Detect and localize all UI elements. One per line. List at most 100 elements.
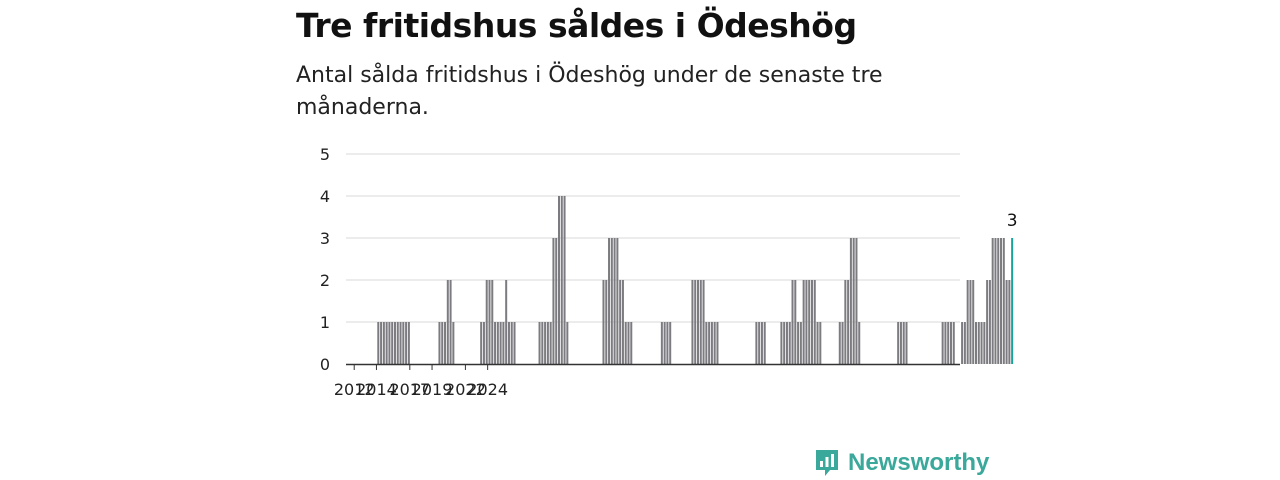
bar — [991, 238, 994, 364]
bar — [377, 322, 380, 364]
bar — [694, 280, 697, 364]
y-tick-label: 1 — [320, 313, 330, 332]
bar — [485, 280, 488, 364]
bar — [713, 322, 716, 364]
bar — [899, 322, 902, 364]
bar — [610, 238, 613, 364]
bar — [760, 322, 763, 364]
bar — [997, 238, 1000, 364]
bar — [605, 280, 608, 364]
bar — [630, 322, 633, 364]
bar — [491, 280, 494, 364]
bar — [813, 280, 816, 364]
bar — [858, 322, 861, 364]
x-tick-label: 2017 — [389, 380, 430, 399]
bar — [482, 322, 485, 364]
bar — [963, 322, 966, 364]
bar — [708, 322, 711, 364]
bar — [902, 322, 905, 364]
bar — [449, 280, 452, 364]
y-tick-label: 3 — [320, 229, 330, 248]
bar — [847, 280, 850, 364]
y-axis-ticks: 0 1 2 3 4 5 — [320, 145, 330, 374]
bar — [666, 322, 669, 364]
bar — [380, 322, 383, 364]
bar — [841, 322, 844, 364]
bar — [494, 322, 497, 364]
bar — [541, 322, 544, 364]
x-tick-label: 2014 — [356, 380, 397, 399]
bar — [791, 280, 794, 364]
bar — [555, 238, 558, 364]
bars — [377, 196, 1014, 364]
bar — [1002, 238, 1005, 364]
bar — [1000, 238, 1003, 364]
bar — [819, 322, 822, 364]
bar — [975, 322, 977, 364]
bar — [538, 322, 541, 364]
bar — [897, 322, 900, 364]
bar — [391, 322, 394, 364]
bar — [502, 322, 505, 364]
bar — [794, 280, 797, 364]
brand-logo: Newsworthy — [814, 446, 989, 480]
bar — [785, 322, 788, 364]
y-tick-label: 4 — [320, 187, 330, 206]
bar — [980, 322, 983, 364]
bar — [399, 322, 402, 364]
bar — [663, 322, 666, 364]
bar — [816, 322, 819, 364]
bar — [905, 322, 908, 364]
bar — [602, 280, 605, 364]
bar — [438, 322, 441, 364]
bar — [563, 196, 566, 364]
bar — [705, 322, 708, 364]
bar — [983, 322, 986, 364]
bar — [513, 322, 516, 364]
bar — [972, 280, 975, 364]
bar — [949, 322, 952, 364]
bar — [396, 322, 399, 364]
bar — [546, 322, 549, 364]
bar — [441, 322, 444, 364]
bar — [566, 322, 569, 364]
bar — [382, 322, 385, 364]
bar — [499, 322, 502, 364]
bar — [802, 280, 805, 364]
bar — [944, 322, 947, 364]
x-tick-label: 2019 — [412, 380, 453, 399]
bar — [755, 322, 758, 364]
bar — [558, 196, 560, 364]
x-tick-label: 2024 — [467, 380, 508, 399]
bar — [613, 238, 616, 364]
bar — [507, 322, 510, 364]
bar — [702, 280, 705, 364]
bar — [549, 322, 552, 364]
bar — [691, 280, 694, 364]
gridlines — [346, 153, 960, 323]
bar — [560, 196, 563, 364]
bar — [496, 322, 499, 364]
bar — [480, 322, 483, 364]
bar — [388, 322, 391, 364]
bar — [402, 322, 405, 364]
bar — [710, 322, 713, 364]
bar — [763, 322, 766, 364]
bar — [788, 322, 791, 364]
bar — [977, 322, 980, 364]
bar — [552, 238, 555, 364]
bar — [510, 322, 513, 364]
brand-name: Newsworthy — [848, 449, 990, 476]
bar — [385, 322, 388, 364]
highlight-value-label: 3 — [1007, 211, 1018, 231]
bar — [407, 322, 410, 364]
bar — [505, 280, 508, 364]
bar — [838, 322, 841, 364]
bar — [621, 280, 624, 364]
bar — [994, 238, 997, 364]
bar — [619, 280, 622, 364]
bar — [627, 322, 630, 364]
bar — [966, 280, 969, 364]
